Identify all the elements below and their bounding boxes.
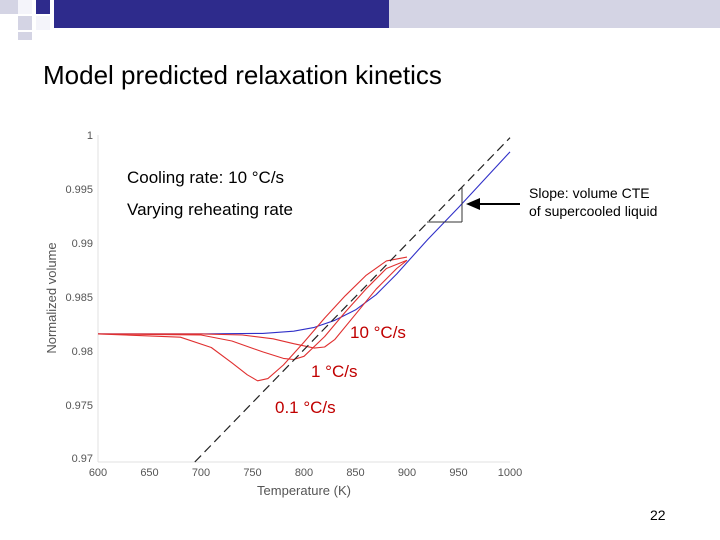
- deco-square-3: [36, 0, 50, 14]
- x-tick-label: 800: [295, 467, 313, 479]
- series-line-2: [97, 259, 408, 361]
- slope-triangle: [427, 187, 463, 223]
- series-layer: [97, 137, 511, 463]
- x-tick-label: 950: [449, 467, 467, 479]
- page-number: 22: [650, 507, 666, 523]
- x-tick-label: 900: [398, 467, 416, 479]
- deco-band-light: [389, 0, 720, 28]
- y-tick-label: 0.97: [72, 453, 93, 465]
- y-tick-label: 1: [87, 130, 93, 142]
- y-tick-label: 0.985: [65, 292, 93, 304]
- x-tick-labels: 600 650 700 750 800 850 900 950 1000: [89, 467, 522, 479]
- deco-square-6: [18, 32, 32, 40]
- y-tick-label: 0.98: [72, 346, 93, 358]
- series-line-0: [98, 151, 511, 335]
- deco-square-2: [18, 0, 32, 14]
- deco-square-5: [36, 16, 50, 30]
- series-line-1: [98, 259, 408, 349]
- slide-title: Model predicted relaxation kinetics: [43, 60, 442, 90]
- series-line-4: [194, 137, 511, 463]
- deco-square-4: [18, 16, 32, 30]
- y-axis-title: Normalized volume: [44, 242, 59, 353]
- slope-arrow: [466, 198, 520, 210]
- x-tick-label: 650: [140, 467, 158, 479]
- deco-band-dark: [54, 0, 389, 28]
- title-decoration: [0, 0, 720, 40]
- x-axis-title: Temperature (K): [257, 483, 351, 498]
- y-tick-label: 0.99: [72, 238, 93, 250]
- series-line-3: [97, 256, 408, 382]
- x-tick-label: 1000: [498, 467, 522, 479]
- x-tick-label: 850: [346, 467, 364, 479]
- x-tick-label: 750: [243, 467, 261, 479]
- reheating-annotation: Varying reheating rate: [127, 200, 293, 219]
- y-tick-label: 0.995: [65, 184, 93, 196]
- y-tick-label: 0.975: [65, 400, 93, 412]
- slope-arrow-head: [466, 198, 480, 210]
- slope-annotation-line2: of supercooled liquid: [529, 203, 658, 219]
- plot-area-frame: [97, 135, 510, 463]
- rate-label-0.1: 0.1 °C/s: [275, 398, 336, 417]
- slope-annotation-line1: Slope: volume CTE: [529, 185, 650, 201]
- rate-label-1: 1 °C/s: [311, 362, 357, 381]
- cooling-rate-annotation: Cooling rate: 10 °C/s: [127, 168, 284, 187]
- x-tick-label: 700: [192, 467, 210, 479]
- rate-label-10: 10 °C/s: [350, 323, 406, 342]
- x-tick-label: 600: [89, 467, 107, 479]
- deco-square-1: [0, 0, 18, 14]
- y-tick-labels: 1 0.995 0.99 0.985 0.98 0.975 0.97: [65, 130, 93, 465]
